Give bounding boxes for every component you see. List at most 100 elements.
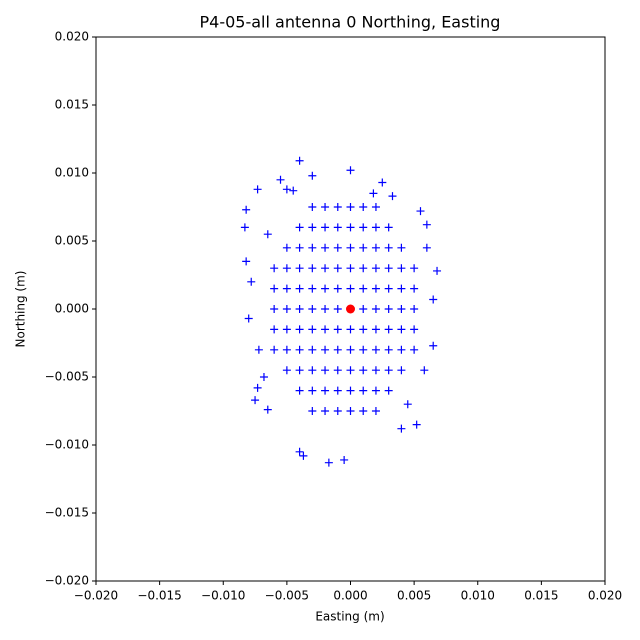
point <box>333 386 342 395</box>
point <box>359 284 368 293</box>
x-tick-label: −0.005 <box>265 589 309 603</box>
point <box>384 325 393 334</box>
x-tick-label: 0.000 <box>333 589 367 603</box>
point <box>384 223 393 232</box>
point <box>346 223 355 232</box>
point <box>270 325 279 334</box>
point <box>282 243 291 252</box>
point <box>371 284 380 293</box>
x-tick-label: −0.015 <box>137 589 181 603</box>
point <box>321 386 330 395</box>
point <box>371 305 380 313</box>
point <box>371 203 380 211</box>
y-tick-label: −0.005 <box>45 370 89 384</box>
point <box>299 451 308 460</box>
y-tick-label: 0.000 <box>55 302 89 316</box>
point <box>416 207 425 216</box>
point <box>321 264 330 273</box>
point <box>253 185 262 194</box>
point <box>346 366 355 375</box>
y-tick-label: 0.005 <box>55 234 89 248</box>
point <box>397 305 406 313</box>
point <box>422 220 431 229</box>
point <box>359 386 368 395</box>
point <box>371 325 380 334</box>
point <box>429 295 438 304</box>
y-tick-label: 0.020 <box>55 30 89 44</box>
point <box>359 223 368 232</box>
point <box>308 284 317 293</box>
point <box>270 284 279 293</box>
point <box>384 243 393 252</box>
x-tick-label: 0.015 <box>524 589 558 603</box>
point <box>359 366 368 375</box>
point <box>371 243 380 252</box>
point <box>346 345 355 354</box>
point <box>359 264 368 273</box>
point <box>333 264 342 273</box>
point <box>359 243 368 252</box>
point <box>240 223 249 232</box>
point <box>282 185 291 194</box>
point <box>410 305 419 313</box>
x-tick-label: 0.020 <box>588 589 622 603</box>
point <box>397 366 406 375</box>
x-tick-label: 0.005 <box>397 589 431 603</box>
point <box>403 400 412 409</box>
point <box>295 386 304 395</box>
point <box>333 203 342 211</box>
point <box>295 305 304 313</box>
point <box>308 243 317 252</box>
point <box>321 284 330 293</box>
point <box>397 345 406 354</box>
plot-frame <box>95 36 606 582</box>
point <box>270 264 279 273</box>
point <box>346 407 355 415</box>
point <box>308 223 317 232</box>
point <box>410 325 419 334</box>
point <box>346 166 355 175</box>
point <box>333 223 342 232</box>
point <box>346 264 355 273</box>
point <box>321 366 330 375</box>
point <box>410 345 419 354</box>
point <box>433 266 442 275</box>
point <box>371 386 380 395</box>
point <box>295 325 304 334</box>
point <box>276 175 285 184</box>
point <box>321 223 330 232</box>
point <box>244 314 253 323</box>
point <box>308 305 317 313</box>
point <box>384 366 393 375</box>
point <box>371 264 380 273</box>
point <box>321 203 330 211</box>
x-tick-label: −0.010 <box>201 589 245 603</box>
point <box>321 345 330 354</box>
point <box>308 345 317 354</box>
point <box>282 325 291 334</box>
point <box>295 366 304 375</box>
y-tick-label: 0.010 <box>55 166 89 180</box>
y-tick-label: −0.020 <box>45 574 89 588</box>
point <box>410 284 419 293</box>
x-tick-label: −0.020 <box>74 589 118 603</box>
point <box>259 373 268 381</box>
point <box>378 178 387 187</box>
point <box>359 325 368 334</box>
point <box>346 325 355 334</box>
point <box>270 345 279 354</box>
point <box>429 341 438 350</box>
point <box>295 345 304 354</box>
point <box>308 171 317 180</box>
point <box>333 243 342 252</box>
point <box>346 243 355 252</box>
point <box>397 325 406 334</box>
point <box>384 386 393 395</box>
point <box>321 305 330 313</box>
point <box>346 304 355 314</box>
point <box>346 284 355 293</box>
point <box>359 305 368 313</box>
y-tick-label: −0.010 <box>45 438 89 452</box>
point <box>333 305 342 313</box>
point <box>254 345 263 354</box>
